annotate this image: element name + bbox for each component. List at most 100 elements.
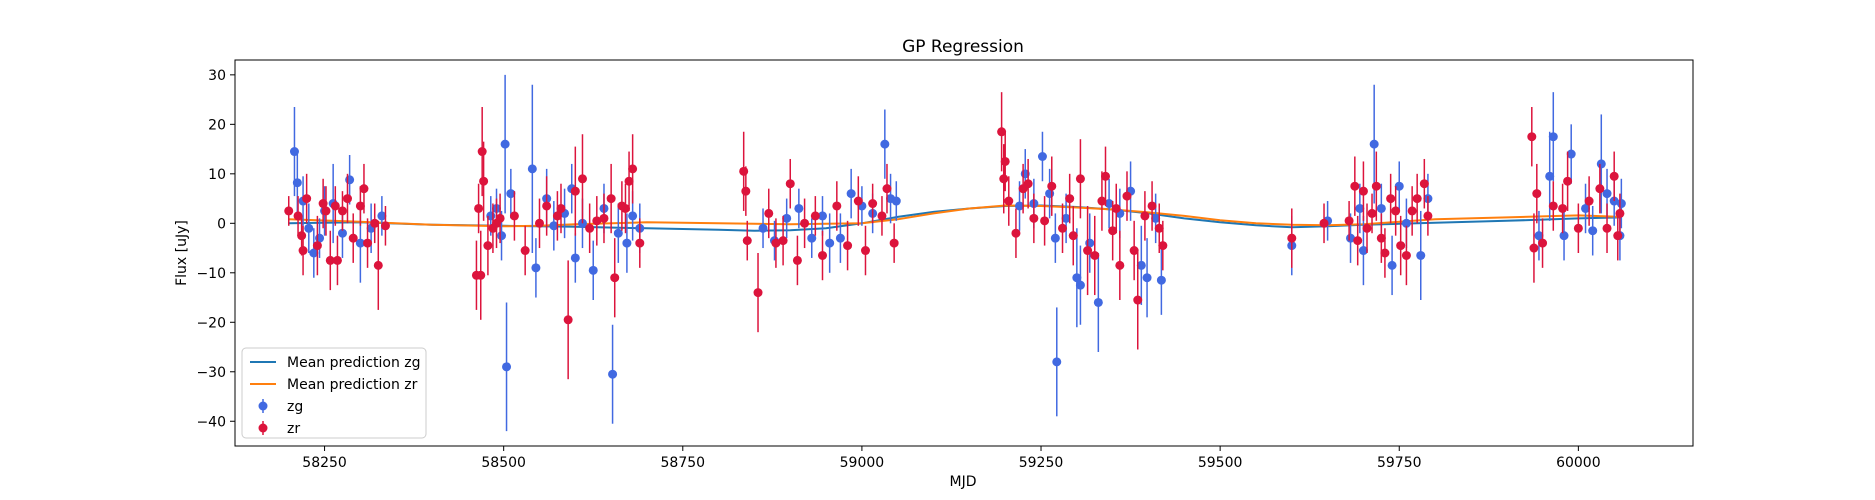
data-point-zr (325, 230, 335, 291)
data-point-zg (304, 203, 314, 253)
data-point-zr (284, 196, 294, 226)
data-point-zr (302, 173, 312, 224)
data-point-zr (495, 193, 505, 244)
data-point-zg (309, 228, 319, 278)
data-point-zr (570, 146, 580, 236)
data-point-zr (1111, 183, 1121, 234)
x-tick-label: 60000 (1556, 455, 1601, 471)
data-point-zr (635, 218, 645, 268)
data-point-zr (1029, 193, 1039, 244)
data-point-zr (1538, 218, 1548, 268)
data-point-zr (817, 230, 827, 281)
data-point-zr (1140, 191, 1150, 241)
line-mean-prediction-zr (288, 204, 1622, 228)
data-point-zr (312, 215, 322, 276)
data-point-zr (293, 196, 303, 236)
data-point-zr (1362, 203, 1372, 253)
data-point-zg (1548, 92, 1558, 182)
data-point-zr (1004, 176, 1014, 226)
data-point-zr (1407, 186, 1417, 236)
data-point-zr (624, 151, 634, 211)
data-point-zr (509, 191, 519, 241)
data-point-zr (868, 183, 878, 224)
data-point-zr (1367, 193, 1377, 234)
data-point-zg (891, 181, 901, 221)
data-point-zg (1534, 210, 1544, 261)
data-point-zr (479, 141, 489, 221)
data-point-zr (1401, 225, 1411, 286)
data-markers (284, 74, 1626, 432)
legend-swatch-zg (258, 399, 268, 413)
data-point-zr (997, 92, 1007, 172)
data-point-zr (1319, 203, 1329, 244)
data-point-zr (1527, 107, 1537, 167)
data-point-zr (1386, 173, 1396, 224)
data-point-zr (1423, 196, 1433, 236)
x-tick-label: 58250 (302, 455, 347, 471)
y-tick-label: 30 (208, 68, 226, 84)
data-point-zg (527, 84, 537, 253)
data-point-zg (588, 240, 598, 301)
data-point-zr (742, 220, 752, 261)
x-tick-label: 59750 (1377, 455, 1422, 471)
x-axis-label: MJD (950, 474, 977, 490)
data-point-zg (758, 208, 768, 249)
data-point-zr (1000, 131, 1010, 192)
data-point-zr (1609, 151, 1619, 202)
data-point-zr (1371, 151, 1381, 221)
x-tick-label: 59000 (840, 455, 885, 471)
data-point-zr (577, 134, 587, 224)
legend-label-mean-zg: Mean prediction zg (287, 355, 421, 371)
data-point-zr (1097, 171, 1107, 231)
data-point-zr (1040, 196, 1050, 246)
data-point-zr (741, 166, 751, 216)
data-point-zr (1595, 163, 1605, 214)
data-point-zg (1416, 210, 1426, 301)
data-point-zg (817, 196, 827, 236)
data-point-zr (1613, 210, 1623, 261)
data-point-zr (1287, 208, 1297, 268)
data-point-zg (1596, 114, 1606, 214)
data-point-zr (476, 230, 486, 320)
y-axis-label: Flux [uJy] (174, 220, 190, 286)
data-point-zr (853, 176, 863, 226)
data-point-zr (1558, 183, 1568, 234)
data-point-zr (999, 144, 1009, 214)
data-point-zr (1602, 203, 1612, 253)
data-point-zg (807, 218, 817, 258)
data-point-zr (1615, 193, 1625, 234)
data-point-zg (1581, 183, 1591, 234)
data-point-zr (606, 163, 616, 234)
data-point-zr (1090, 215, 1100, 296)
data-point-zg (506, 168, 516, 219)
data-point-zg (531, 238, 541, 298)
data-point-zr (1412, 173, 1422, 224)
data-point-zg (1093, 253, 1103, 352)
data-point-zr (542, 176, 552, 236)
data-point-zg (1156, 245, 1166, 315)
legend-label-zg: zg (287, 399, 303, 415)
data-point-zg (608, 324, 618, 424)
data-point-zg (1151, 193, 1161, 244)
data-point-zg (835, 213, 845, 263)
y-tick-label: 10 (208, 167, 226, 183)
x-tick-label: 59250 (1019, 455, 1064, 471)
data-point-zg (549, 201, 559, 251)
data-point-zr (1058, 203, 1068, 253)
data-point-zg (880, 109, 890, 179)
data-point-zr (877, 196, 887, 236)
chart-title: GP Regression (902, 37, 1024, 57)
data-point-zr (1563, 151, 1573, 211)
data-point-zr (764, 188, 774, 239)
data-point-zr (1419, 158, 1429, 209)
data-point-zr (337, 191, 347, 231)
data-point-zr (778, 215, 788, 266)
data-point-zg (1616, 178, 1626, 229)
data-point-zg (794, 188, 804, 229)
data-point-zr (363, 218, 373, 268)
data-point-zr (810, 196, 820, 236)
legend: Mean prediction zg Mean prediction zr zg… (241, 347, 427, 439)
data-point-zr (563, 260, 573, 380)
